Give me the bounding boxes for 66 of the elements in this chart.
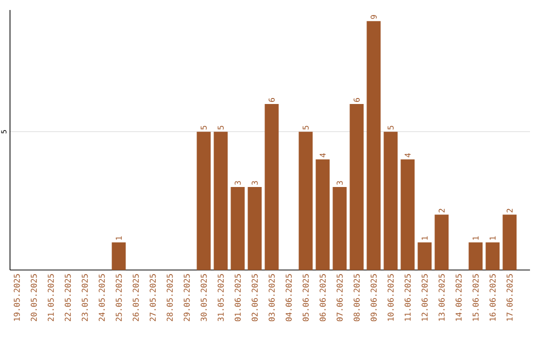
data-label: 4 <box>404 153 411 158</box>
x-tick-label: 31.05.2025 <box>218 274 224 322</box>
bar <box>502 214 517 270</box>
bar <box>230 187 245 270</box>
x-tick-label: 22.05.2025 <box>64 274 71 322</box>
bar <box>264 104 279 270</box>
x-tick-label: 27.05.2025 <box>150 274 156 322</box>
data-label: 5 <box>388 126 394 130</box>
data-label: 2 <box>438 208 445 212</box>
x-tick-label: 06.06.2025 <box>320 274 326 322</box>
bar <box>400 159 415 270</box>
x-tick-label: 04.06.2025 <box>286 274 292 322</box>
x-tick-label: 14.06.2025 <box>456 274 462 321</box>
x-tick-label: 13.06.2025 <box>438 274 445 321</box>
data-label: 3 <box>336 181 343 185</box>
x-tick-label: 19.05.2025 <box>14 274 20 321</box>
bar <box>196 132 211 270</box>
x-tick-label: 03.06.2025 <box>268 274 275 322</box>
data-label: 3 <box>252 181 258 185</box>
data-label: 1 <box>422 236 428 240</box>
bar <box>214 132 228 270</box>
x-tick-label: 29.05.2025 <box>184 274 190 322</box>
x-tick-label: 05.06.2025 <box>302 274 309 322</box>
x-tick-label: 01.06.2025 <box>234 274 241 322</box>
x-tick-label: 15.06.2025 <box>472 274 479 321</box>
x-tick-label: 20.05.2025 <box>30 274 37 322</box>
data-label: 2 <box>506 208 513 212</box>
x-tick-label: 30.05.2025 <box>200 274 207 322</box>
x-tick-label: 24.05.2025 <box>98 274 105 322</box>
data-label: 1 <box>490 236 496 240</box>
data-label: 4 <box>320 153 326 158</box>
bar <box>366 21 381 270</box>
bar <box>332 187 347 270</box>
data-label: 6 <box>268 98 275 102</box>
data-label: 5 <box>302 126 309 130</box>
x-tick-label: 12.06.2025 <box>422 274 428 321</box>
bar <box>112 242 126 270</box>
data-label: 9 <box>370 15 377 19</box>
x-tick-label: 28.05.2025 <box>166 274 173 322</box>
bar <box>486 242 500 270</box>
bar <box>316 159 330 270</box>
x-tick-label: 17.06.2025 <box>506 274 513 321</box>
data-label: 1 <box>472 236 479 240</box>
data-label: 6 <box>354 98 360 102</box>
bar <box>248 187 262 270</box>
x-tick-label: 09.06.2025 <box>370 274 377 322</box>
x-tick-label: 26.05.2025 <box>132 274 139 322</box>
x-tick-label: 16.06.2025 <box>490 274 496 321</box>
x-tick-label: 23.05.2025 <box>82 274 88 322</box>
bar <box>418 242 432 270</box>
data-label: 1 <box>116 236 122 240</box>
data-label: 5 <box>218 126 224 130</box>
bar <box>468 242 483 270</box>
bar <box>434 214 449 270</box>
x-tick-label: 11.06.2025 <box>404 274 411 321</box>
x-tick-label: 07.06.2025 <box>336 274 343 322</box>
data-label: 5 <box>200 126 207 130</box>
x-tick-label: 10.06.2025 <box>388 274 394 321</box>
bar <box>384 132 398 270</box>
x-tick-label: 21.05.2025 <box>48 274 54 322</box>
data-label: 3 <box>234 181 241 185</box>
x-tick-label: 08.06.2025 <box>354 274 360 322</box>
x-tick-label: 02.06.2025 <box>252 274 258 322</box>
bar <box>350 104 364 270</box>
bar <box>298 132 313 270</box>
x-tick-label: 25.05.2025 <box>116 274 122 322</box>
